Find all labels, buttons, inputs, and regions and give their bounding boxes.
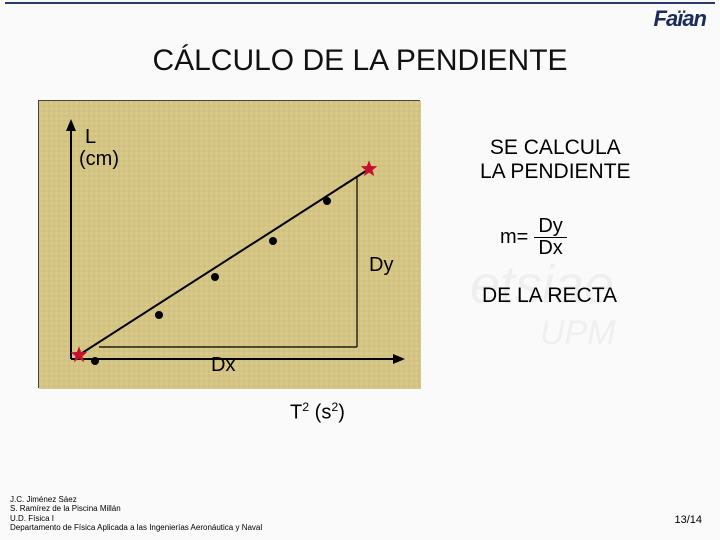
slide: Faïan CÁLCULO DE LA PENDIENTE etsiae UPM…	[0, 0, 720, 540]
formula-m: m=	[500, 226, 528, 249]
formula-numerator: Dy	[534, 216, 566, 238]
footer-credits: J.C. Jiménez Sáez S. Ramírez de la Pisci…	[10, 495, 262, 532]
side-text-block: SE CALCULA LA PENDIENTE	[480, 136, 631, 184]
side-recta: DE LA RECTA	[482, 284, 617, 308]
footer-l1: J.C. Jiménez Sáez	[10, 495, 262, 504]
svg-text:Dy: Dy	[369, 254, 393, 276]
x-axis-label: T2 (s2)	[290, 400, 345, 425]
logo: Faïan	[654, 6, 706, 32]
formula-fraction: Dy Dx	[534, 216, 566, 259]
xlabel-T: T	[290, 402, 302, 424]
footer-l2: S. Ramírez de la Piscina Millán	[10, 504, 262, 513]
top-divider	[5, 2, 715, 6]
graph-svg: L(cm) Dy Dx	[39, 101, 421, 389]
side-line1: SE CALCULA	[490, 136, 621, 160]
footer-l4: Departamento de Física Aplicada a las In…	[10, 523, 262, 532]
watermark-3: UPM	[540, 314, 616, 353]
page-number: 13/14	[674, 514, 702, 526]
footer-l3: U.D. Física I	[10, 514, 262, 523]
svg-text:L: L	[85, 126, 96, 148]
svg-text:Dx: Dx	[211, 354, 235, 376]
slide-title: CÁLCULO DE LA PENDIENTE	[0, 44, 720, 78]
svg-text:(cm): (cm)	[79, 148, 119, 170]
graph-panel: L(cm) Dy Dx	[38, 100, 420, 388]
slope-formula: m= Dy Dx	[500, 216, 567, 259]
xlabel-s: s	[321, 402, 331, 424]
side-line2: LA PENDIENTE	[480, 160, 631, 184]
formula-denominator: Dx	[538, 238, 562, 259]
